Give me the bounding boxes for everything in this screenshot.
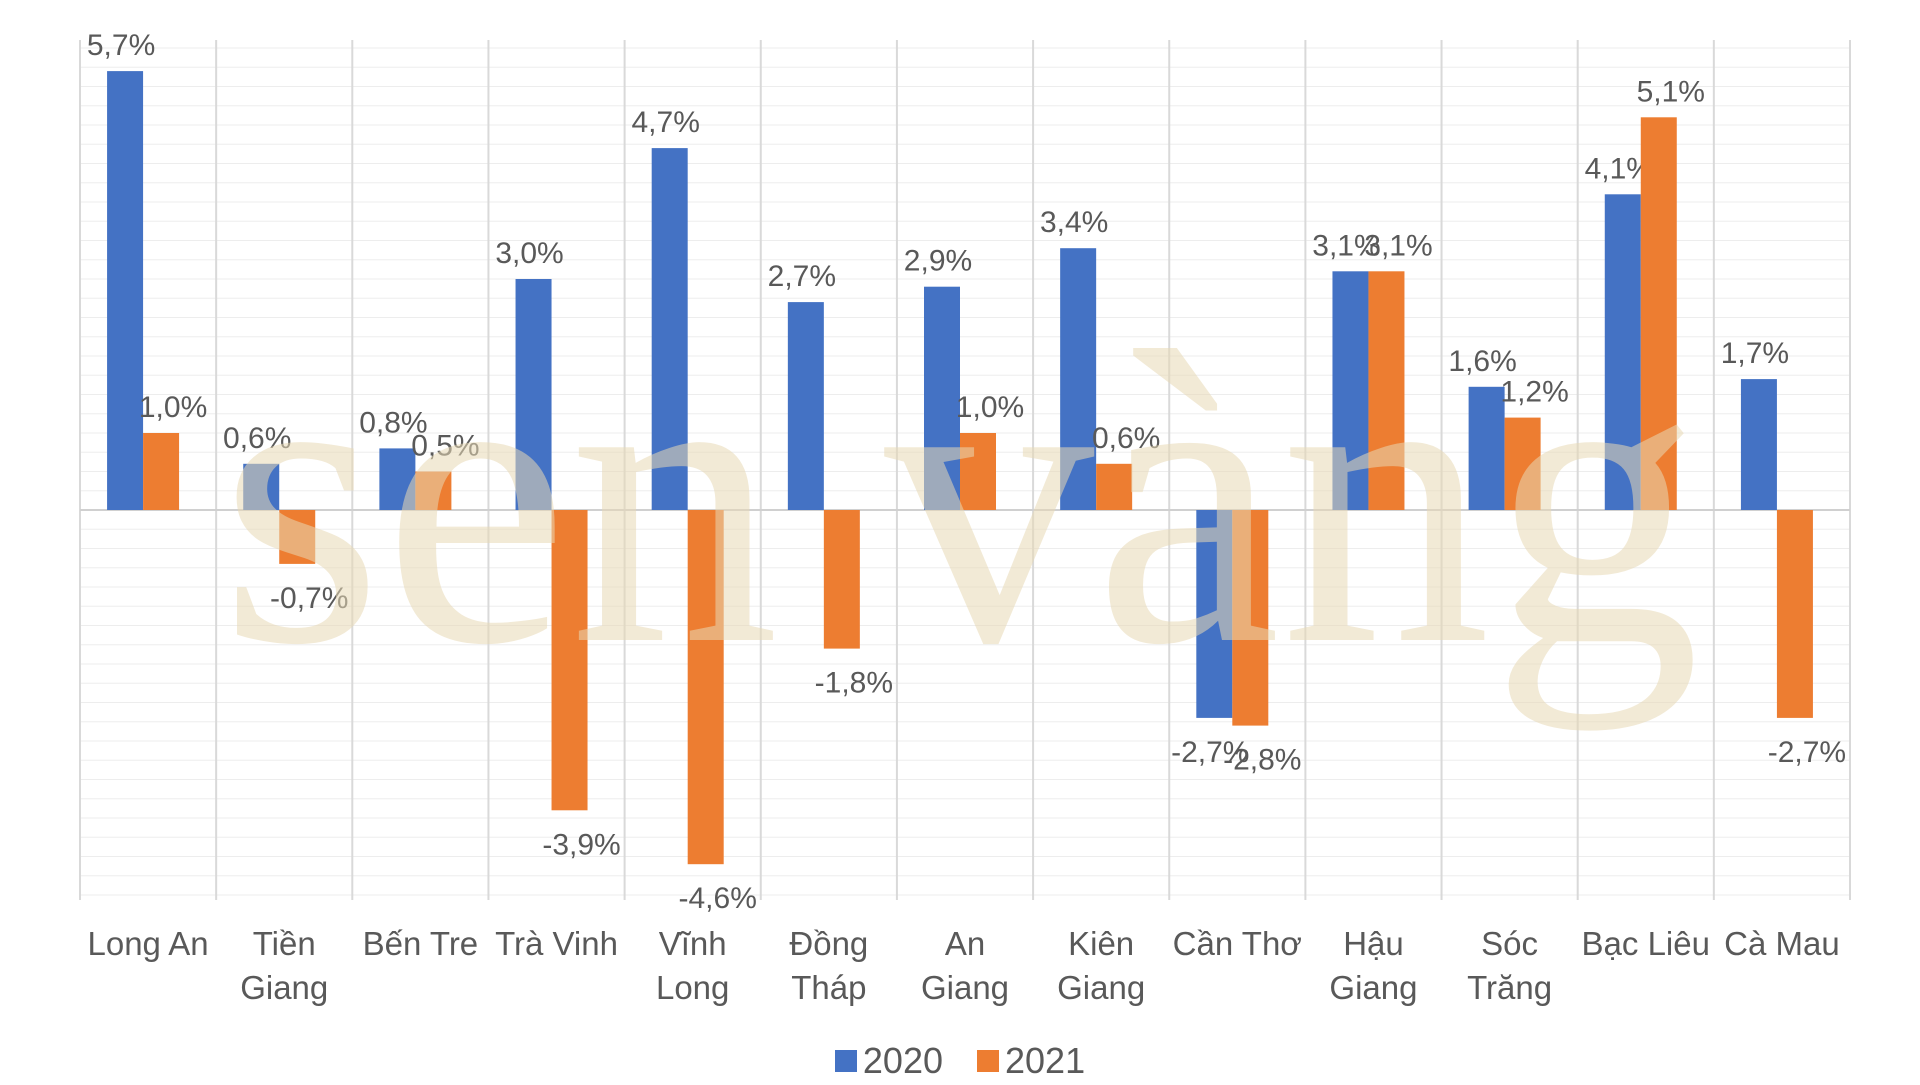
bar-2021-10: [1504, 417, 1541, 510]
legend-item-2020: 2020: [834, 1040, 943, 1082]
bar-2020-1: [243, 463, 280, 510]
data-label-2021-2: 0,5%: [411, 430, 479, 463]
category-label-5: Đồng: [789, 925, 868, 962]
data-label-2021-10: 1,2%: [1500, 376, 1568, 409]
data-label-2020-3: 3,0%: [495, 237, 563, 270]
bar-2020-11: [1604, 194, 1641, 511]
data-label-2021-1: -0,7%: [270, 582, 348, 615]
data-label-2021-4: -4,6%: [679, 882, 757, 915]
data-label-2021-9: 3,1%: [1364, 229, 1432, 262]
category-label-5: Tháp: [791, 969, 866, 1006]
data-label-2021-7: 0,6%: [1092, 422, 1160, 455]
legend-swatch-2020: [834, 1050, 857, 1072]
bar-2021-4: [687, 510, 724, 865]
legend: 2020 2021: [0, 1040, 1920, 1082]
legend-label-2020: 2020: [862, 1040, 943, 1081]
bar-2020-2: [379, 448, 416, 510]
data-label-2020-9: 3,1%: [1312, 229, 1380, 262]
bar-2021-1: [279, 510, 316, 564]
bar-2020-9: [1332, 271, 1369, 510]
bar-2020-10: [1468, 386, 1505, 510]
bar-2021-11: [1640, 117, 1677, 511]
data-label-2021-6: 1,0%: [956, 391, 1024, 424]
bar-2021-7: [1096, 463, 1133, 510]
data-label-2021-12: -2,7%: [1768, 736, 1846, 769]
category-label-9: Hậu: [1343, 925, 1404, 962]
category-label-6: An: [945, 925, 985, 962]
data-label-2021-5: -1,8%: [815, 667, 893, 700]
category-label-4: Vĩnh: [659, 925, 727, 962]
category-label-12: Cà Mau: [1724, 925, 1840, 962]
category-label-7: Kiên: [1068, 925, 1134, 962]
legend-label-2021: 2021: [1005, 1040, 1086, 1081]
bar-2020-8: [1196, 510, 1233, 718]
category-label-2: Bến Tre: [363, 925, 479, 962]
bar-2021-9: [1368, 271, 1405, 510]
category-label-8: Cần Thơ: [1173, 925, 1302, 962]
category-label-0: Long An: [88, 925, 209, 962]
category-label-10: Sóc: [1481, 925, 1538, 962]
data-label-2020-7: 3,4%: [1040, 206, 1108, 239]
bar-2020-4: [651, 148, 688, 510]
data-label-2020-4: 4,7%: [631, 106, 699, 139]
data-label-2020-2: 0,8%: [359, 406, 427, 439]
bar-2021-6: [960, 433, 996, 510]
category-label-4: Long: [656, 969, 729, 1006]
data-label-2021-11: 5,1%: [1637, 75, 1705, 108]
bar-2020-5: [787, 302, 824, 510]
legend-item-2021: 2021: [977, 1040, 1085, 1082]
data-label-2020-0: 5,7%: [87, 29, 155, 62]
category-label-9: Giang: [1329, 969, 1417, 1006]
data-label-2020-10: 1,6%: [1448, 345, 1516, 378]
bar-2020-6: [924, 286, 960, 510]
data-label-2021-3: -3,9%: [542, 828, 620, 861]
bar-2021-2: [415, 471, 452, 510]
bar-2021-0: [143, 433, 180, 510]
bar-2021-3: [551, 510, 588, 811]
category-label-1: Giang: [240, 969, 328, 1006]
category-label-7: Giang: [1057, 969, 1145, 1006]
bar-2020-7: [1060, 248, 1097, 510]
legend-swatch-2021: [977, 1050, 999, 1072]
category-label-6: Giang: [921, 969, 1009, 1006]
data-label-2021-8: -2,8%: [1223, 744, 1301, 777]
data-label-2020-5: 2,7%: [768, 260, 836, 293]
bar-2021-5: [823, 510, 860, 649]
bar-2020-3: [515, 279, 552, 510]
data-label-2020-12: 1,7%: [1721, 337, 1789, 370]
bar-2021-12: [1776, 510, 1813, 718]
data-label-2020-1: 0,6%: [223, 422, 291, 455]
bar-2021-8: [1232, 510, 1269, 726]
category-label-10: Trăng: [1467, 969, 1552, 1006]
bar-2020-12: [1740, 379, 1777, 510]
category-label-3: Trà Vinh: [495, 925, 618, 962]
data-label-2021-0: 1,0%: [139, 391, 207, 424]
category-label-11: Bạc Liêu: [1582, 925, 1710, 962]
bar-2020-0: [107, 71, 144, 510]
data-label-2020-6: 2,9%: [904, 245, 972, 278]
category-label-1: Tiền: [253, 925, 316, 962]
data-label-2020-8: -2,7%: [1171, 736, 1249, 769]
